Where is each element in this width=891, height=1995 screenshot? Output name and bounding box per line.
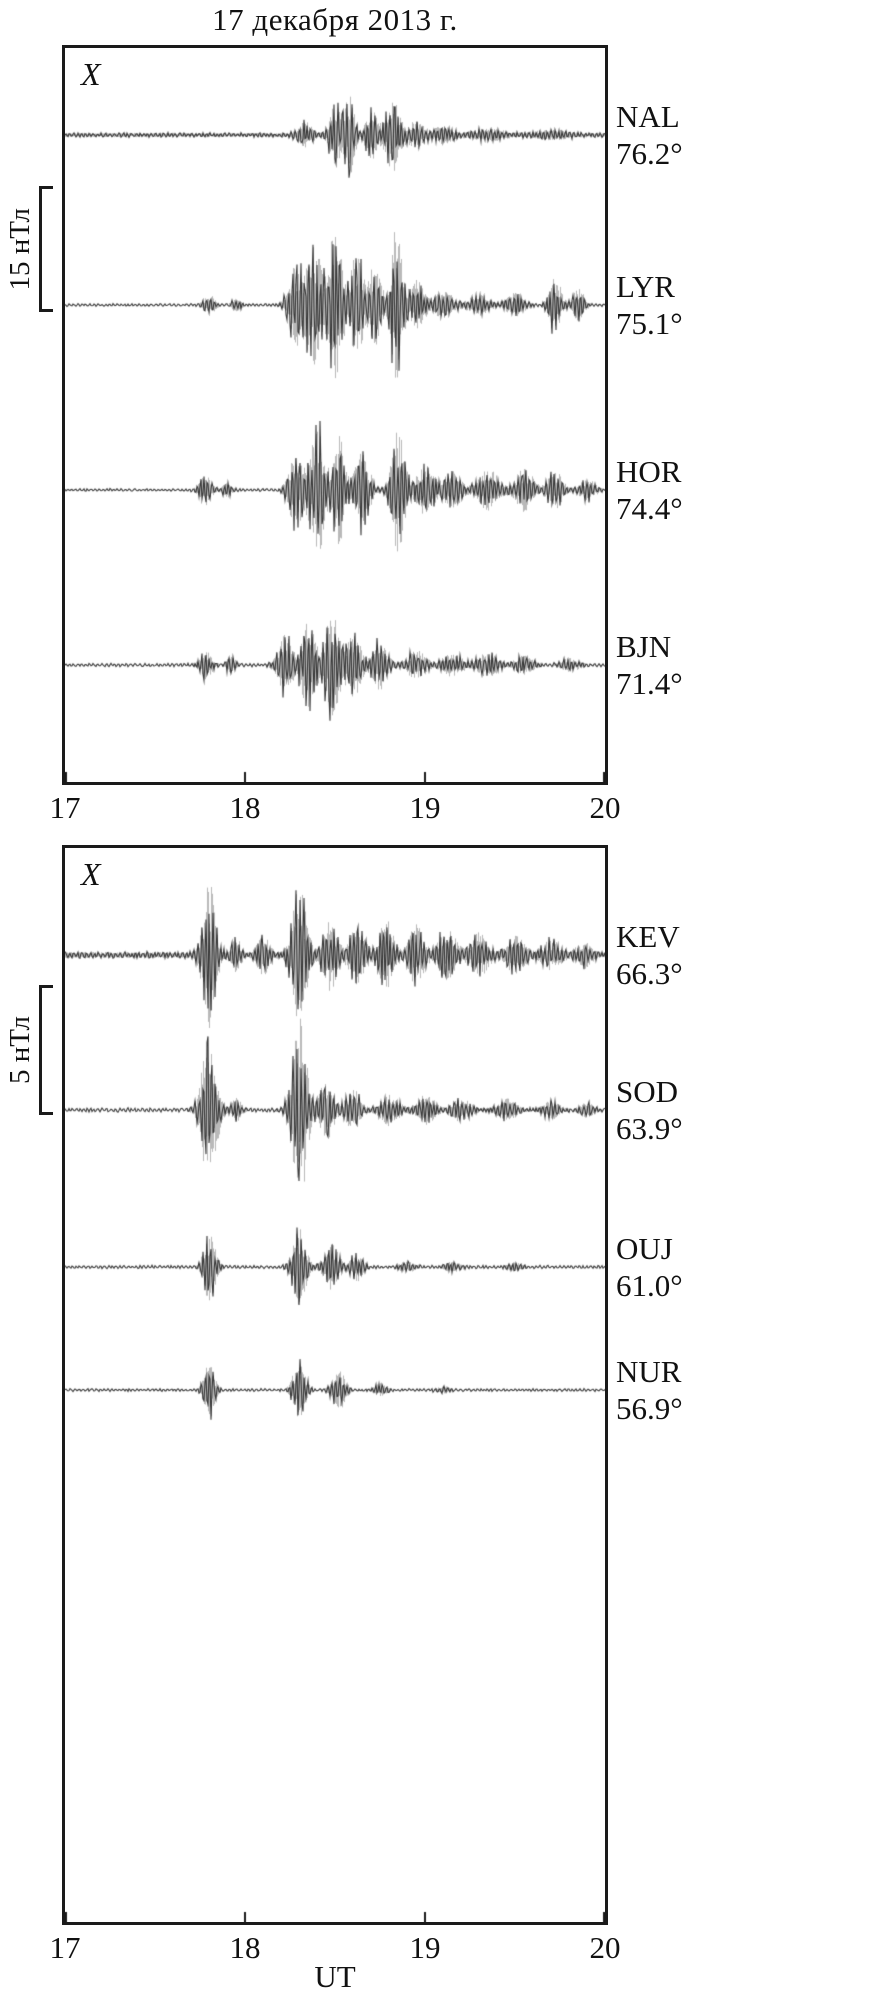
station-label: NAL 76.2° [616,98,746,172]
station-label: LYR 75.1° [616,268,746,342]
component-label-top: X [81,56,101,92]
station-label: NUR 56.9° [616,1353,746,1427]
station-name: HOR [616,454,682,489]
x-axis-label: UT [314,1959,356,1994]
x-tick-label: 18 [229,790,261,825]
scale-bar-bracket-icon [39,186,53,312]
panel-bottom: X [62,845,608,1925]
x-tick-label: 18 [229,1930,261,1965]
station-latitude: 75.1° [616,306,683,341]
station-name: KEV [616,919,680,954]
x-tick-label: 17 [49,790,81,825]
station-latitude: 66.3° [616,956,683,991]
station-name: OUJ [616,1231,673,1266]
station-latitude: 56.9° [616,1391,683,1426]
station-name: SOD [616,1074,679,1109]
station-name: NAL [616,99,680,134]
station-latitude: 63.9° [616,1111,683,1146]
scale-bar-label-top: 15 нТл [4,207,36,291]
station-latitude: 74.4° [616,491,683,526]
station-label: OUJ 61.0° [616,1230,746,1304]
waveforms-canvas-bottom [65,848,605,1922]
station-latitude: 71.4° [616,666,683,701]
panel-top: X [62,45,608,785]
x-tick-label: 20 [589,790,621,825]
x-tick-label: 17 [49,1930,81,1965]
station-label: KEV 66.3° [616,918,746,992]
scale-bar-top: 15 нТл [4,186,53,312]
figure-title: 17 декабря 2013 г. [212,2,458,37]
station-label: HOR 74.4° [616,453,746,527]
component-label-bottom: X [81,856,101,892]
station-latitude: 76.2° [616,136,683,171]
waveforms-canvas-top [65,48,605,782]
x-tick-label: 19 [409,1930,441,1965]
station-name: NUR [616,1354,682,1389]
station-label: SOD 63.9° [616,1073,746,1147]
station-latitude: 61.0° [616,1268,683,1303]
station-label: BJN 71.4° [616,628,746,702]
station-name: LYR [616,269,675,304]
x-tick-label: 19 [409,790,441,825]
station-name: BJN [616,629,672,664]
scale-bar-label-bottom: 5 нТл [4,1015,36,1084]
scale-bar-bottom: 5 нТл [4,985,53,1115]
scale-bar-bracket-icon [39,985,53,1115]
x-tick-label: 20 [589,1930,621,1965]
